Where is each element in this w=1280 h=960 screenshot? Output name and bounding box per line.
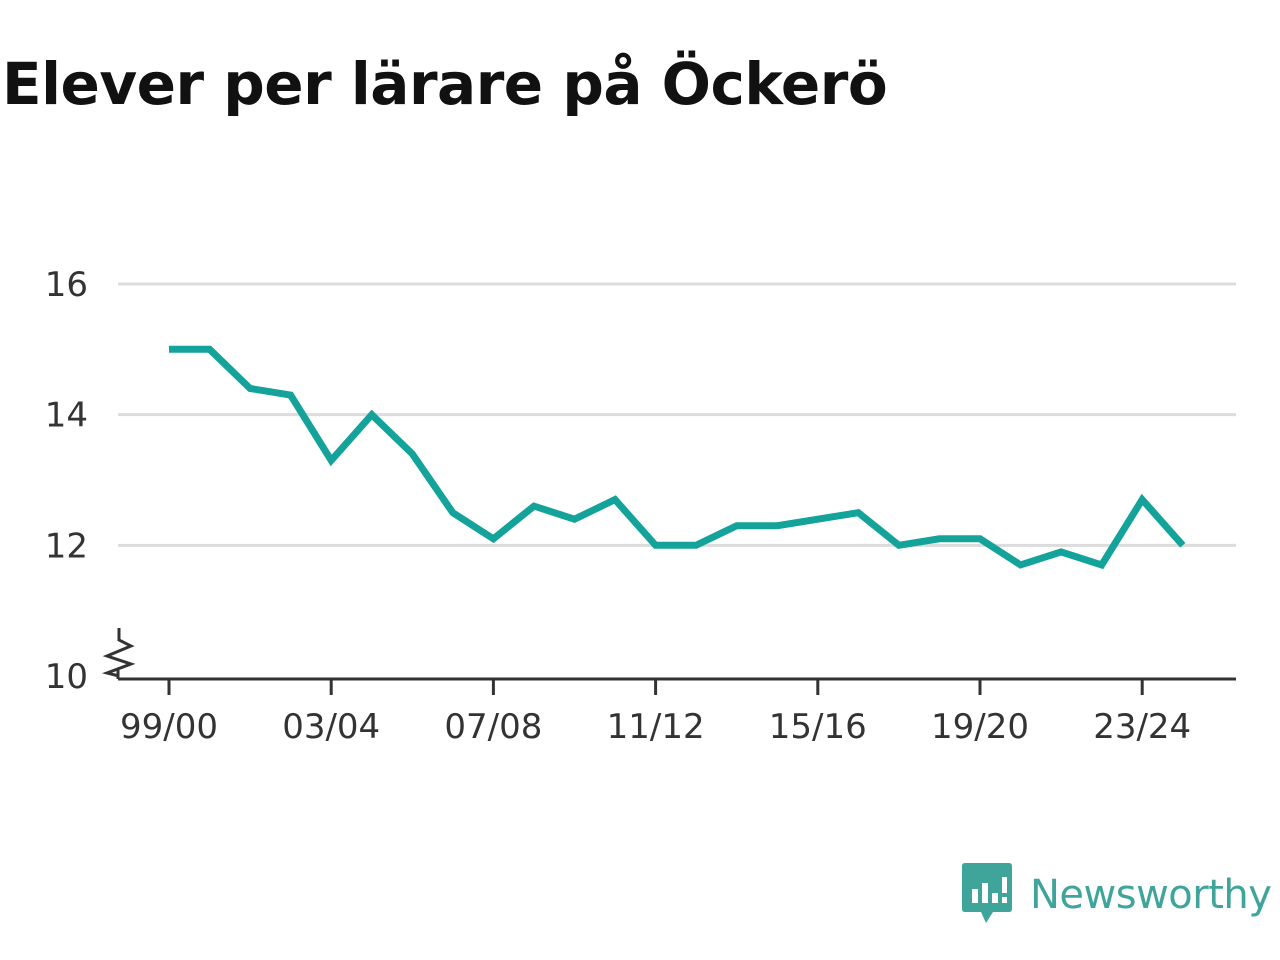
y-tick-label: 12 <box>45 526 88 566</box>
x-tick-label: 99/00 <box>120 707 218 747</box>
x-tick-label: 07/08 <box>444 707 542 747</box>
x-tick-label: 11/12 <box>607 707 705 747</box>
bar-chart-speech-bubble-icon <box>962 863 1012 923</box>
y-tick-label: 10 <box>45 657 88 697</box>
y-tick-label: 14 <box>45 396 88 436</box>
y-axis-ticks: 10 12 14 16 <box>45 265 88 697</box>
page-title: Elever per lärare på Öckerö <box>2 50 888 118</box>
brand-name: Newsworthy <box>1030 872 1272 918</box>
brand-logo: Newsworthy <box>962 862 1272 928</box>
x-tick-label: 03/04 <box>282 707 380 747</box>
axis-break-mark <box>101 628 136 678</box>
x-axis: 99/00 03/04 07/08 11/12 15/16 19/20 23/24 <box>101 628 1236 747</box>
x-tick-label: 23/24 <box>1093 707 1191 747</box>
x-tick-label: 19/20 <box>931 707 1029 747</box>
grid-lines <box>118 282 1236 547</box>
x-tick-label: 15/16 <box>769 707 867 747</box>
y-tick-label: 16 <box>45 265 88 305</box>
series-group <box>169 345 1186 570</box>
series-line <box>169 345 1186 570</box>
